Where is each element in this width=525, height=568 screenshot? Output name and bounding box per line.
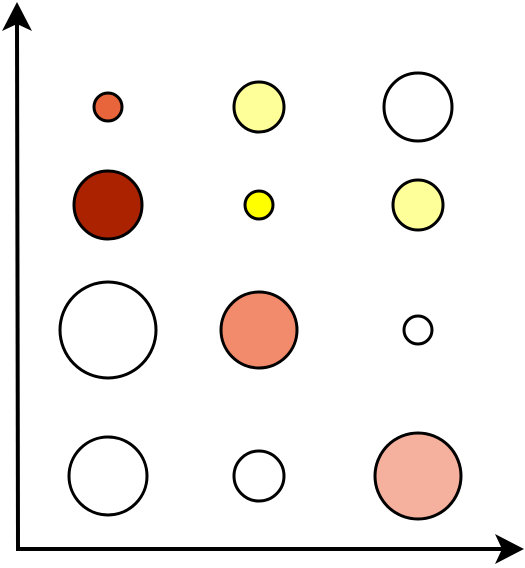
bubble-r3-c2	[219, 290, 299, 370]
bubble-r4-c3	[373, 431, 463, 521]
bubble-r1-c1	[92, 91, 124, 123]
bubble-r2-c2	[243, 189, 275, 221]
bubble-r4-c1	[67, 435, 149, 517]
y-axis-line	[15, 23, 20, 550]
bubble-r4-c2	[232, 449, 286, 503]
bubble-r1-c3	[382, 71, 454, 143]
bubble-r1-c2	[232, 80, 286, 134]
bubble-r3-c3	[402, 314, 434, 346]
y-axis-arrowhead	[2, 2, 32, 31]
bubble-r2-c1	[72, 169, 144, 241]
bubble-r2-c3	[391, 178, 445, 232]
bubbles-layer	[58, 71, 463, 521]
bubble-r3-c1	[58, 280, 158, 380]
x-axis-arrowhead	[495, 534, 524, 564]
